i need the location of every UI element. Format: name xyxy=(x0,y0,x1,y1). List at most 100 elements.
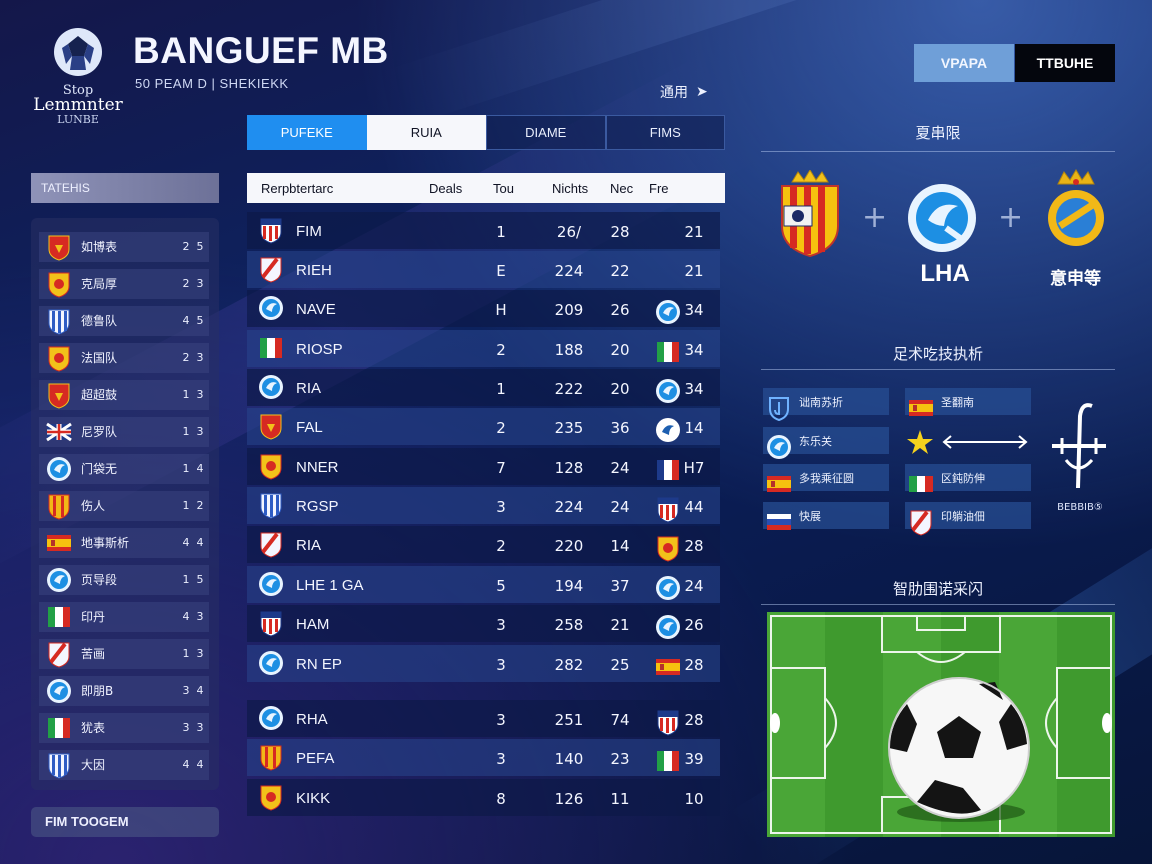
table-row[interactable]: FAL 2 235 36 14 xyxy=(247,408,720,445)
top-button-2[interactable]: TTBUHE xyxy=(1015,44,1115,82)
column-header-team[interactable]: Rerpbtertarc xyxy=(261,181,334,196)
tactic-item[interactable]: 诎南苏折 xyxy=(763,388,889,421)
table-row[interactable]: RGSP 3 224 24 44 xyxy=(247,487,720,524)
table-row[interactable]: RIOSP 2 188 20 34 xyxy=(247,330,720,367)
table-row[interactable]: KIKK 8 126 11 10 xyxy=(247,779,720,816)
team-crest-icon xyxy=(48,383,70,409)
sidebar-team-item[interactable]: 页导段 1 5 xyxy=(39,561,211,598)
sidebar-team-stat-2: 4 xyxy=(196,684,204,697)
tactic-item[interactable]: 区鈍防伸 xyxy=(905,464,1031,492)
sidebar-team-item[interactable]: 伤人 1 2 xyxy=(39,487,211,524)
cell-deals: 3 xyxy=(496,616,506,634)
divider xyxy=(761,604,1115,605)
opponent-crest-icon xyxy=(656,615,680,639)
column-header-fre[interactable]: Fre xyxy=(649,181,669,196)
tactic-item[interactable]: 快展 xyxy=(763,502,889,530)
team-crest-icon xyxy=(48,235,70,261)
column-header-nichts[interactable]: Nichts xyxy=(552,181,589,196)
team-crest-icon xyxy=(47,678,71,703)
sidebar-team-item[interactable]: 犹表 3 3 xyxy=(39,709,211,746)
tactic-item[interactable]: 东乐关 xyxy=(763,427,889,459)
top-button-1[interactable]: VPAPA xyxy=(914,44,1014,82)
sidebar-team-name: 超超鼓 xyxy=(81,388,118,402)
cell-nichts: 20 xyxy=(610,380,630,398)
sidebar-team-item[interactable]: 德鲁队 4 5 xyxy=(39,302,211,339)
tactic-item[interactable]: 印躺油佃 xyxy=(905,502,1031,536)
sidebar-header[interactable]: TATEHIS xyxy=(31,173,219,203)
sidebar-team-name: 即朋B xyxy=(81,684,114,698)
sidebar-team-item[interactable]: 印丹 4 3 xyxy=(39,598,211,635)
team-crest-icon xyxy=(259,572,283,596)
sidebar-team-stat-2: 5 xyxy=(196,573,204,586)
table-row[interactable]: RN EP 3 282 25 28 xyxy=(247,645,720,682)
app-logo[interactable]: Stop Lemmnter LUNBE xyxy=(28,26,128,140)
table-row[interactable]: RIA 2 220 14 28 xyxy=(247,526,720,563)
tactic-label: 东乐关 xyxy=(799,434,832,448)
team-crest-icon xyxy=(260,257,282,283)
cell-deals: 2 xyxy=(496,537,506,555)
sidebar-footer-button[interactable]: FIM TOOGEM xyxy=(31,807,219,837)
sidebar-team-item[interactable]: 克局厚 2 3 xyxy=(39,265,211,302)
sidebar-team-item[interactable]: 法国队 2 3 xyxy=(39,339,211,376)
table-row[interactable]: HAM 3 258 21 26 xyxy=(247,605,720,642)
tab-4[interactable]: FIMS xyxy=(605,115,725,150)
sidebar-team-stat-2: 4 xyxy=(196,462,204,475)
table-row[interactable]: RIA 1 222 20 34 xyxy=(247,369,720,406)
table-row[interactable]: FIM 1 26/28 21 xyxy=(247,212,720,249)
divider xyxy=(761,369,1115,370)
team-crest-icon xyxy=(259,296,283,320)
pitch-section-title: 智肋围诺采闪 xyxy=(892,580,983,598)
swap-arrow-icon xyxy=(907,430,1028,454)
table-row[interactable]: RIEH E 224 22 21 xyxy=(247,251,720,288)
column-header-deals[interactable]: Deals xyxy=(429,181,463,196)
team-name: LHE 1 GA xyxy=(296,577,364,594)
tab-2[interactable]: RUIA xyxy=(366,115,486,150)
sidebar-team-name: 如博表 xyxy=(81,240,118,254)
sidebar-team-item[interactable]: 地事斯析 4 4 xyxy=(39,524,211,561)
tab-1[interactable]: PUFEKE xyxy=(247,115,367,150)
cell-fre: 21 xyxy=(684,262,704,280)
sidebar-team-item[interactable]: 超超鼓 1 3 xyxy=(39,376,211,413)
cell-fre: 28 xyxy=(684,711,704,729)
top-nav-link[interactable]: 通用 ➤ xyxy=(660,82,708,102)
match-section-title: 夏串限 xyxy=(915,124,961,142)
sidebar-team-stat-2: 3 xyxy=(196,388,204,401)
cell-nichts: 74 xyxy=(610,711,630,729)
table-row[interactable]: NAVE H 209 26 34 xyxy=(247,290,720,327)
football-logo-icon xyxy=(54,28,102,76)
sidebar-team-item[interactable]: 苦画 1 3 xyxy=(39,635,211,672)
cell-deals: 2 xyxy=(496,341,506,359)
table-row[interactable]: RHA 3 251 74 28 xyxy=(247,700,720,737)
sidebar-team-item[interactable]: 尼罗队 1 3 xyxy=(39,413,211,450)
flag-icon xyxy=(909,399,933,416)
column-header-nec[interactable]: Nec xyxy=(610,181,634,196)
table-row[interactable]: NNER 7 128 24 H7 xyxy=(247,448,720,485)
sidebar-team-stat-2: 3 xyxy=(196,351,204,364)
sidebar-team-item[interactable]: 即朋B 3 4 xyxy=(39,672,211,709)
tactic-item[interactable]: 多我乘征圆 xyxy=(763,464,889,492)
cell-nichts: 14 xyxy=(610,537,630,555)
table-row[interactable]: PEFA 3 140 23 39 xyxy=(247,739,720,776)
table-row[interactable]: LHE 1 GA 5 194 37 24 xyxy=(247,566,720,603)
team-crest-icon xyxy=(47,534,71,551)
plus-icon: + xyxy=(998,200,1024,235)
sidebar-team-stat-1: 2 xyxy=(182,351,190,364)
sidebar-team-name: 印丹 xyxy=(81,610,106,624)
football-pitch-image[interactable] xyxy=(767,612,1115,837)
team-crest-icon xyxy=(48,272,70,298)
cell-tou: 282 xyxy=(554,656,584,674)
match-preview[interactable]: + LHA + 意申等 xyxy=(770,168,1115,298)
tab-3[interactable]: DIAME xyxy=(486,115,606,150)
sidebar-team-item[interactable]: 门袋无 1 4 xyxy=(39,450,211,487)
strategy-trident-icon[interactable] xyxy=(1048,400,1110,492)
tactic-item[interactable]: 圣翻南 xyxy=(905,388,1031,416)
cell-fre: 39 xyxy=(684,750,704,768)
sidebar-team-item[interactable]: 如博表 2 5 xyxy=(39,228,211,265)
team-crest-icon xyxy=(260,493,282,519)
column-header-tou[interactable]: Tou xyxy=(493,181,514,196)
sidebar-team-name: 门袋无 xyxy=(81,462,118,476)
team-crest-icon xyxy=(259,706,283,730)
sidebar-team-item[interactable]: 大因 4 4 xyxy=(39,746,211,783)
sidebar-team-name: 大因 xyxy=(81,758,106,772)
middle-team-label: LHA xyxy=(920,260,970,287)
